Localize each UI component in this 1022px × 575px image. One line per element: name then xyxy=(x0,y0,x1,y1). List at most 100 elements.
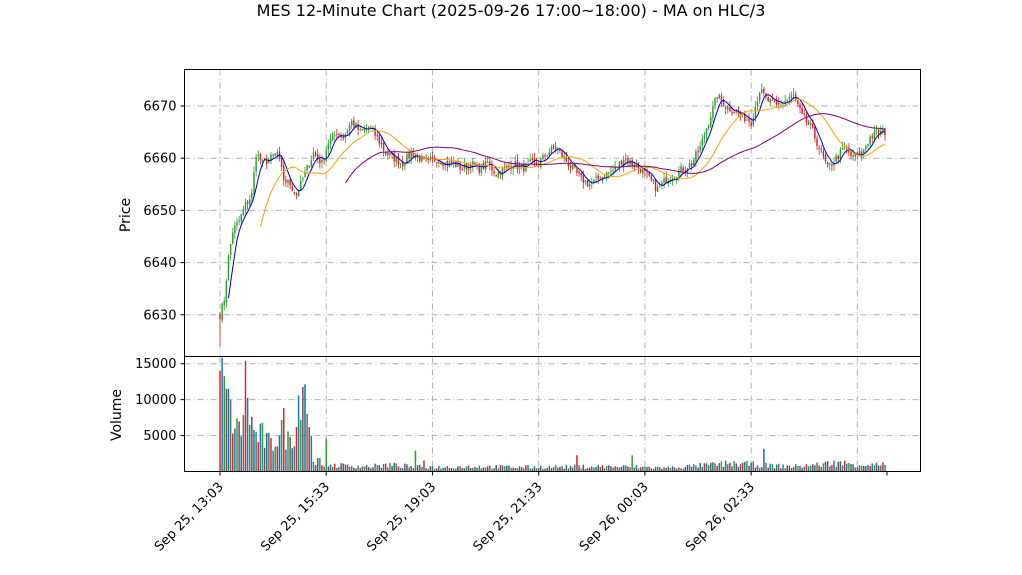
volume-bar xyxy=(695,465,697,472)
candle-body xyxy=(393,153,395,162)
volume-bar xyxy=(246,397,249,472)
candle-body xyxy=(257,154,259,156)
candle-body xyxy=(412,151,415,158)
candle-body xyxy=(858,151,861,157)
volume-bar xyxy=(499,464,502,472)
candle-body xyxy=(480,164,483,173)
candle-body xyxy=(395,156,398,163)
volume-bar xyxy=(752,461,755,472)
volume-bar xyxy=(316,457,319,472)
volume-bar xyxy=(818,465,820,472)
volume-bar xyxy=(652,468,655,472)
volume-bar xyxy=(616,467,619,472)
volume-bar xyxy=(635,465,638,472)
candle-body xyxy=(790,95,793,99)
volume-bar xyxy=(304,384,306,472)
candle-body xyxy=(363,128,366,132)
candle-body xyxy=(510,165,512,169)
volume-bar xyxy=(491,468,493,472)
candle-body xyxy=(370,127,372,129)
volume-bar xyxy=(255,431,257,472)
candle-body xyxy=(603,176,606,178)
candle-body xyxy=(367,126,370,129)
candle-body xyxy=(710,117,712,127)
volume-bar xyxy=(629,467,631,472)
volume-bar xyxy=(797,465,799,472)
candle-body xyxy=(867,143,869,146)
candle-body xyxy=(232,232,234,244)
volume-bar xyxy=(576,455,578,472)
candle-body xyxy=(423,156,425,158)
candle-body xyxy=(814,126,816,139)
volume-bar xyxy=(299,419,302,472)
volume-bar xyxy=(597,465,599,472)
candle-body xyxy=(661,182,663,186)
volume-bar xyxy=(319,458,321,472)
volume-bar xyxy=(344,464,347,472)
volume-bar xyxy=(807,466,810,472)
volume-bar xyxy=(501,465,504,472)
volume-bar xyxy=(724,460,727,472)
volume-bar xyxy=(561,465,563,472)
candle-body xyxy=(714,98,716,106)
chart-title: MES 12-Minute Chart (2025-09-26 17:00~18… xyxy=(256,1,766,20)
candle-body xyxy=(786,99,789,101)
candle-body xyxy=(831,164,833,166)
volume-bar xyxy=(622,465,625,472)
volume-bar xyxy=(771,464,774,472)
volume-bar xyxy=(833,460,835,472)
volume-bar xyxy=(397,466,400,472)
volume-bar xyxy=(552,467,555,472)
candle-body xyxy=(387,153,389,156)
candle-body xyxy=(695,151,697,162)
candle-body xyxy=(325,150,327,161)
x-tick-label: Sep 25, 13:03 xyxy=(152,480,227,555)
volume-bar xyxy=(750,462,752,472)
candle-body xyxy=(746,119,748,121)
candle-body xyxy=(775,100,778,105)
volume-bar xyxy=(278,435,281,472)
volume-bar xyxy=(595,466,597,472)
volume-bar xyxy=(580,468,582,472)
volume-bar xyxy=(839,461,842,472)
volume-bar xyxy=(310,436,313,472)
volume-bar xyxy=(414,450,417,472)
volume-bar xyxy=(540,465,542,472)
volume-bar xyxy=(603,468,606,472)
volume-bar xyxy=(712,462,714,472)
candle-body xyxy=(618,161,621,169)
candle-body xyxy=(314,152,317,156)
candle-body xyxy=(712,106,714,118)
candle-body xyxy=(389,153,391,156)
price-ytick-label: 6640 xyxy=(143,256,176,271)
volume-bar xyxy=(457,466,459,472)
candle-body xyxy=(372,128,374,130)
candle-body xyxy=(586,180,589,187)
volume-bar xyxy=(618,467,621,472)
candle-body xyxy=(223,300,225,305)
candle-body xyxy=(656,187,659,192)
volume-bar xyxy=(238,421,240,472)
candle-body xyxy=(497,172,500,178)
volume-bar xyxy=(765,462,767,472)
volume-bar xyxy=(393,462,395,472)
volume-bar xyxy=(578,465,580,472)
candle-body xyxy=(773,100,776,103)
volume-bar xyxy=(270,438,272,472)
candle-body xyxy=(229,244,232,256)
candle-body xyxy=(784,100,786,104)
candle-body xyxy=(527,161,529,163)
candle-body xyxy=(408,152,410,158)
candle-body xyxy=(429,158,432,160)
volume-bar xyxy=(387,467,389,472)
candle-body xyxy=(240,214,242,222)
volume-ytick-label: 5000 xyxy=(143,429,176,444)
volume-bar xyxy=(644,466,646,472)
candle-body xyxy=(246,201,249,204)
volume-bar xyxy=(372,467,374,472)
volume-bar xyxy=(280,420,283,472)
candle-body xyxy=(327,143,330,150)
volume-bar xyxy=(735,463,738,472)
candle-body xyxy=(744,113,746,122)
candle-body xyxy=(357,124,359,130)
